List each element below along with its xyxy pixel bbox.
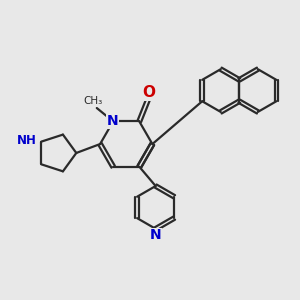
Text: O: O [142, 85, 155, 100]
Text: N: N [107, 114, 118, 128]
Text: NH: NH [17, 134, 37, 147]
Text: N: N [150, 228, 161, 242]
Text: CH₃: CH₃ [84, 97, 103, 106]
